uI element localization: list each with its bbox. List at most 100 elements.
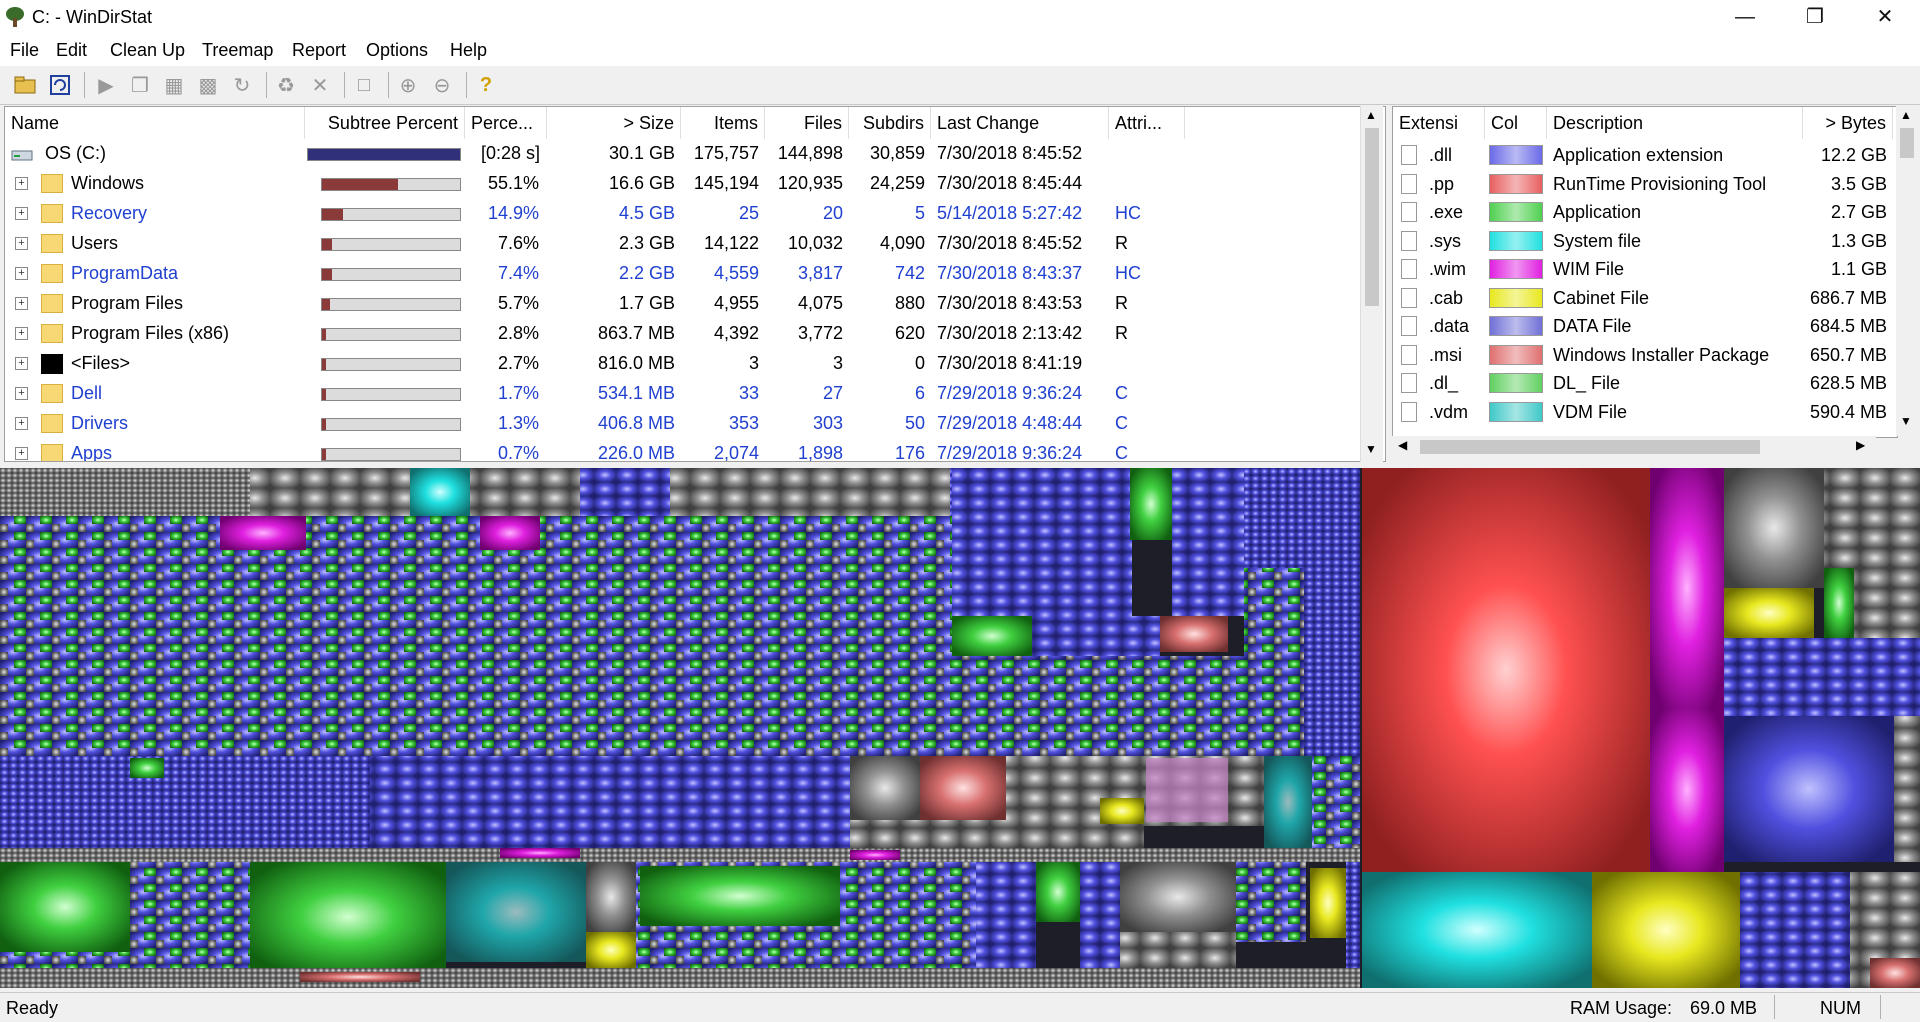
treemap-block[interactable] [952,616,1032,656]
treemap-block[interactable] [1650,468,1724,708]
scrollbar-thumb[interactable] [1420,440,1760,454]
treemap-block[interactable] [952,656,1244,756]
scroll-down-icon[interactable]: ▼ [1900,414,1912,428]
treemap-block[interactable] [370,756,670,848]
treemap-block[interactable] [1592,872,1740,988]
zoom-out-icon[interactable]: ⊖ [433,74,451,97]
treemap-block[interactable] [1120,862,1236,932]
treemap-block[interactable] [1310,868,1346,938]
tree-row[interactable]: + ProgramData 7.4% 2.2 GB 4,559 3,817 742 7/30/… [5,259,1365,289]
treemap-block[interactable] [850,820,1006,848]
column-items[interactable]: Items [681,107,765,139]
treemap-block[interactable] [1362,872,1592,988]
treemap-block[interactable] [1032,616,1160,656]
tree-row[interactable]: + Drivers 1.3% 406.8 MB 353 303 50 7/29/2018 4:… [5,409,1365,439]
treemap-block[interactable] [1740,872,1850,988]
column-extension[interactable]: Extensi [1393,107,1485,139]
extension-row[interactable]: .vdm VDM File 590.4 MB [1393,398,1893,426]
tree-row[interactable]: + Program Files 5.7% 1.7 GB 4,955 4,075 880 7/3… [5,289,1365,319]
treemap-block[interactable] [1036,862,1080,922]
treemap-block[interactable] [0,516,952,756]
treemap-block[interactable] [250,468,410,516]
menu-report[interactable]: Report [292,40,347,60]
expand-icon[interactable]: + [15,237,28,250]
scroll-left-icon[interactable]: ◀ [1398,438,1408,452]
scroll-down-icon[interactable]: ▼ [1365,442,1377,456]
tree-row-root[interactable]: OS (C:) [0:28 s] 30.1 GB 175,757 144,898… [5,139,1365,169]
expand-icon[interactable]: + [15,207,28,220]
open-folder-icon[interactable] [12,71,40,99]
treemap-block[interactable] [1362,468,1650,872]
treemap-block[interactable] [1100,798,1144,824]
treemap-block[interactable] [1724,638,1920,716]
treemap-block[interactable] [952,468,1132,616]
tree-row[interactable]: + Windows 55.1% 16.6 GB 145,194 120,935 24,259… [5,169,1365,199]
column-color[interactable]: Col [1485,107,1547,139]
treemap-block[interactable] [1130,468,1172,540]
tree-row[interactable]: + Program Files (x86) 2.8% 863.7 MB 4,392 3,7… [5,319,1365,349]
column-percent[interactable]: Perce... [465,107,547,139]
treemap-block[interactable] [1244,568,1304,756]
column-description[interactable]: Description [1547,107,1803,139]
treemap-block[interactable] [920,756,1006,820]
expand-icon[interactable]: + [15,327,28,340]
menu-file[interactable]: File [10,40,40,60]
expand-icon[interactable]: + [15,447,28,460]
extension-row[interactable]: .cab Cabinet File 686.7 MB [1393,284,1893,312]
tree-vertical-scrollbar[interactable]: ▲ ▼ [1360,106,1383,462]
treemap-block[interactable] [1172,468,1244,616]
treemap-block[interactable] [130,758,164,778]
treemap-block[interactable] [1080,862,1120,988]
menu-edit[interactable]: Edit [56,40,88,60]
column-name[interactable]: Name [5,107,305,139]
treemap-block[interactable] [0,468,250,516]
menu-treemap[interactable]: Treemap [202,40,274,60]
treemap-block[interactable] [0,756,370,848]
close-button[interactable]: ✕ [1876,6,1894,28]
treemap-block[interactable] [0,968,1360,988]
command-prompt-icon[interactable]: ▩ [198,74,218,97]
treemap-block[interactable] [410,468,470,516]
copy-path-icon[interactable]: ❐ [131,74,149,97]
expand-icon[interactable]: + [15,297,28,310]
expand-icon[interactable]: + [15,357,28,370]
extension-row[interactable]: .dll Application extension 12.2 GB [1393,141,1893,169]
recycle-bin-icon[interactable]: ♻ [277,74,295,97]
treemap-block[interactable] [446,862,586,962]
treemap-block[interactable] [1244,468,1304,568]
menu-options[interactable]: Options [366,40,429,60]
treemap-block[interactable] [586,862,636,932]
treemap-block[interactable] [1264,756,1312,848]
treemap-block[interactable] [1160,616,1228,652]
treemap-block[interactable] [250,862,446,972]
treemap-block[interactable] [1304,468,1360,756]
treemap-block[interactable] [1312,756,1360,848]
treemap-block[interactable] [470,468,580,516]
scroll-up-icon[interactable]: ▲ [1365,108,1377,122]
directory-tree-list[interactable]: Name Subtree Percent Perce... > Size Ite… [4,106,1386,462]
treemap-block[interactable] [1236,862,1306,942]
new-folder-icon[interactable]: □ [357,73,371,96]
explorer-icon[interactable]: ▦ [164,74,184,97]
play-icon[interactable]: ▶ [98,74,114,97]
expand-icon[interactable]: + [15,417,28,430]
treemap-view[interactable] [0,468,1920,988]
tree-row[interactable]: + Users 7.6% 2.3 GB 14,122 10,032 4,090 7/30/20… [5,229,1365,259]
expand-icon[interactable]: + [15,177,28,190]
treemap-block[interactable] [1724,588,1814,638]
expand-icon[interactable]: + [15,387,28,400]
extension-row[interactable]: .wim WIM File 1.1 GB [1393,255,1893,283]
extension-row[interactable]: .dl_ DL_ File 628.5 MB [1393,369,1893,397]
treemap-block[interactable] [1824,568,1854,638]
treemap-block[interactable] [1346,862,1360,988]
treemap-block[interactable] [586,932,636,968]
column-subtree-percent[interactable]: Subtree Percent [305,107,465,139]
treemap-block[interactable] [1146,758,1228,822]
extension-row[interactable]: .pp RunTime Provisioning Tool 3.5 GB [1393,170,1893,198]
extension-row[interactable]: .msi Windows Installer Package 650.7 MB [1393,341,1893,369]
tree-row[interactable]: + Recovery 14.9% 4.5 GB 25 20 5 5/14/2018 5:27:… [5,199,1365,229]
column-size[interactable]: > Size [547,107,681,139]
treemap-block[interactable] [300,972,420,982]
extension-row[interactable]: .data DATA File 684.5 MB [1393,312,1893,340]
scroll-right-icon[interactable]: ▶ [1856,438,1866,452]
